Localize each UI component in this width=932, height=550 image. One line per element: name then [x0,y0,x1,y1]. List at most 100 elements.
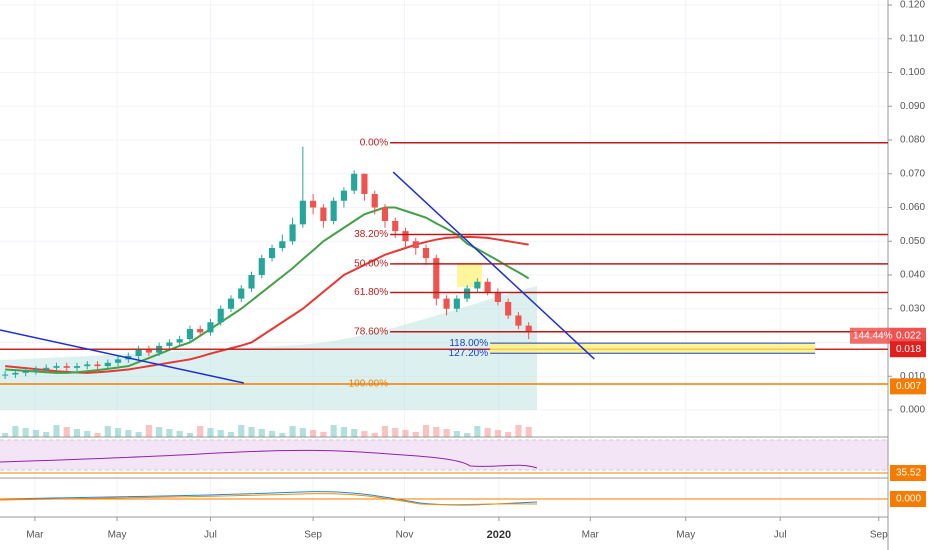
trend-line [0,329,244,384]
volume-bar [114,428,122,437]
volume-bar [340,427,347,437]
fib-label: 38.20% [354,229,388,240]
y-tick-label: 0.110 [900,33,925,44]
x-tick-label: May [676,530,695,541]
candle-body [238,288,245,299]
volume-bar [268,431,276,437]
volume-bar [310,430,317,437]
candle-body [32,369,40,372]
candle-body [94,364,101,367]
volume-bar [474,426,481,437]
indicator-tag-label: 35.52 [896,468,921,479]
volume-bar [299,428,306,437]
rsi-band [0,440,888,470]
volume-bar [525,427,532,437]
volume-bar [443,429,450,437]
y-tick-label: 0.090 [900,101,925,112]
y-tick-label: 0.080 [900,135,925,146]
candle-body [63,366,70,368]
candle-body [186,329,193,340]
candle-body [515,315,522,326]
price-tag-label: 0.022 [896,330,921,341]
candle-body [310,200,317,208]
y-tick-label: 0.000 [900,405,925,416]
volume-bar [2,433,9,437]
candle-body [73,366,81,368]
x-tick-label: Nov [396,530,414,541]
candle-body [258,258,265,275]
candle-body [402,231,409,242]
y-tick-label: 0.100 [900,67,925,78]
candle-body [248,275,255,289]
y-tick-label: 0.050 [900,236,925,247]
x-tick-label: Sep [304,530,322,541]
candle-body [207,322,214,333]
candle-body [330,200,337,221]
signal-line [0,493,538,506]
trend-line [392,171,595,360]
fib-label: 118.00% [449,338,488,349]
x-tick-label: Jul [204,530,217,541]
volume-bar [433,427,440,437]
volume-bar [238,425,245,437]
y-tick-label: 0.120 [900,0,925,11]
volume-bar [289,426,296,437]
candle-body [361,173,368,194]
candle-body [381,207,389,221]
volume-bar [227,432,235,437]
candle-body [53,366,60,368]
candle-body [145,349,152,353]
volume-bar [22,428,29,437]
candle-body [392,221,399,232]
candle-body [464,288,471,299]
volume-bar [464,433,471,437]
indicator-tag [890,491,926,507]
volume-bar [392,428,399,437]
candle-body [84,364,91,367]
volume-bar [145,425,152,437]
x-tick-label: Mar [26,530,44,541]
candle-body [412,241,419,248]
volume-bar [412,432,419,437]
volume-bar [371,433,378,437]
volume-bar [32,430,40,437]
candle-body [371,194,378,208]
x-tick-label: Mar [582,530,600,541]
fib-label: 78.60% [354,326,388,337]
candle-body [474,281,481,289]
y-tick-label: 0.040 [900,270,925,281]
candle-body [114,359,122,363]
x-tick-label: Jul [774,530,787,541]
volume-bar [494,430,501,437]
candle-body [422,248,430,259]
fib-zone [490,343,816,354]
candle-body [351,173,358,191]
volume-bar [515,425,522,437]
candle-body [453,298,460,309]
candle-body [166,342,173,346]
candle-body [22,371,29,373]
candle-body [197,329,204,333]
candle-body [2,374,9,376]
price-tag-note-bg [850,327,890,344]
candle-body [43,367,50,370]
candle-body [104,362,111,367]
volume-bar [217,430,224,437]
y-tick-label: 0.060 [900,202,925,213]
candle-body [340,190,347,201]
candle-body [135,349,142,356]
volume-bar [197,426,204,437]
volume-bar [505,432,512,437]
volume-bar [381,426,389,437]
candle-body [289,224,296,242]
price-tag-label: 0.018 [896,344,921,355]
volume-bar [84,431,91,437]
candle-body [320,207,327,221]
candle-body [12,372,19,375]
volume-bar [156,427,163,437]
x-tick-label: May [108,530,127,541]
x-tick-label: Sep [870,530,888,541]
candle-body [279,241,286,248]
candle-body [494,291,501,302]
